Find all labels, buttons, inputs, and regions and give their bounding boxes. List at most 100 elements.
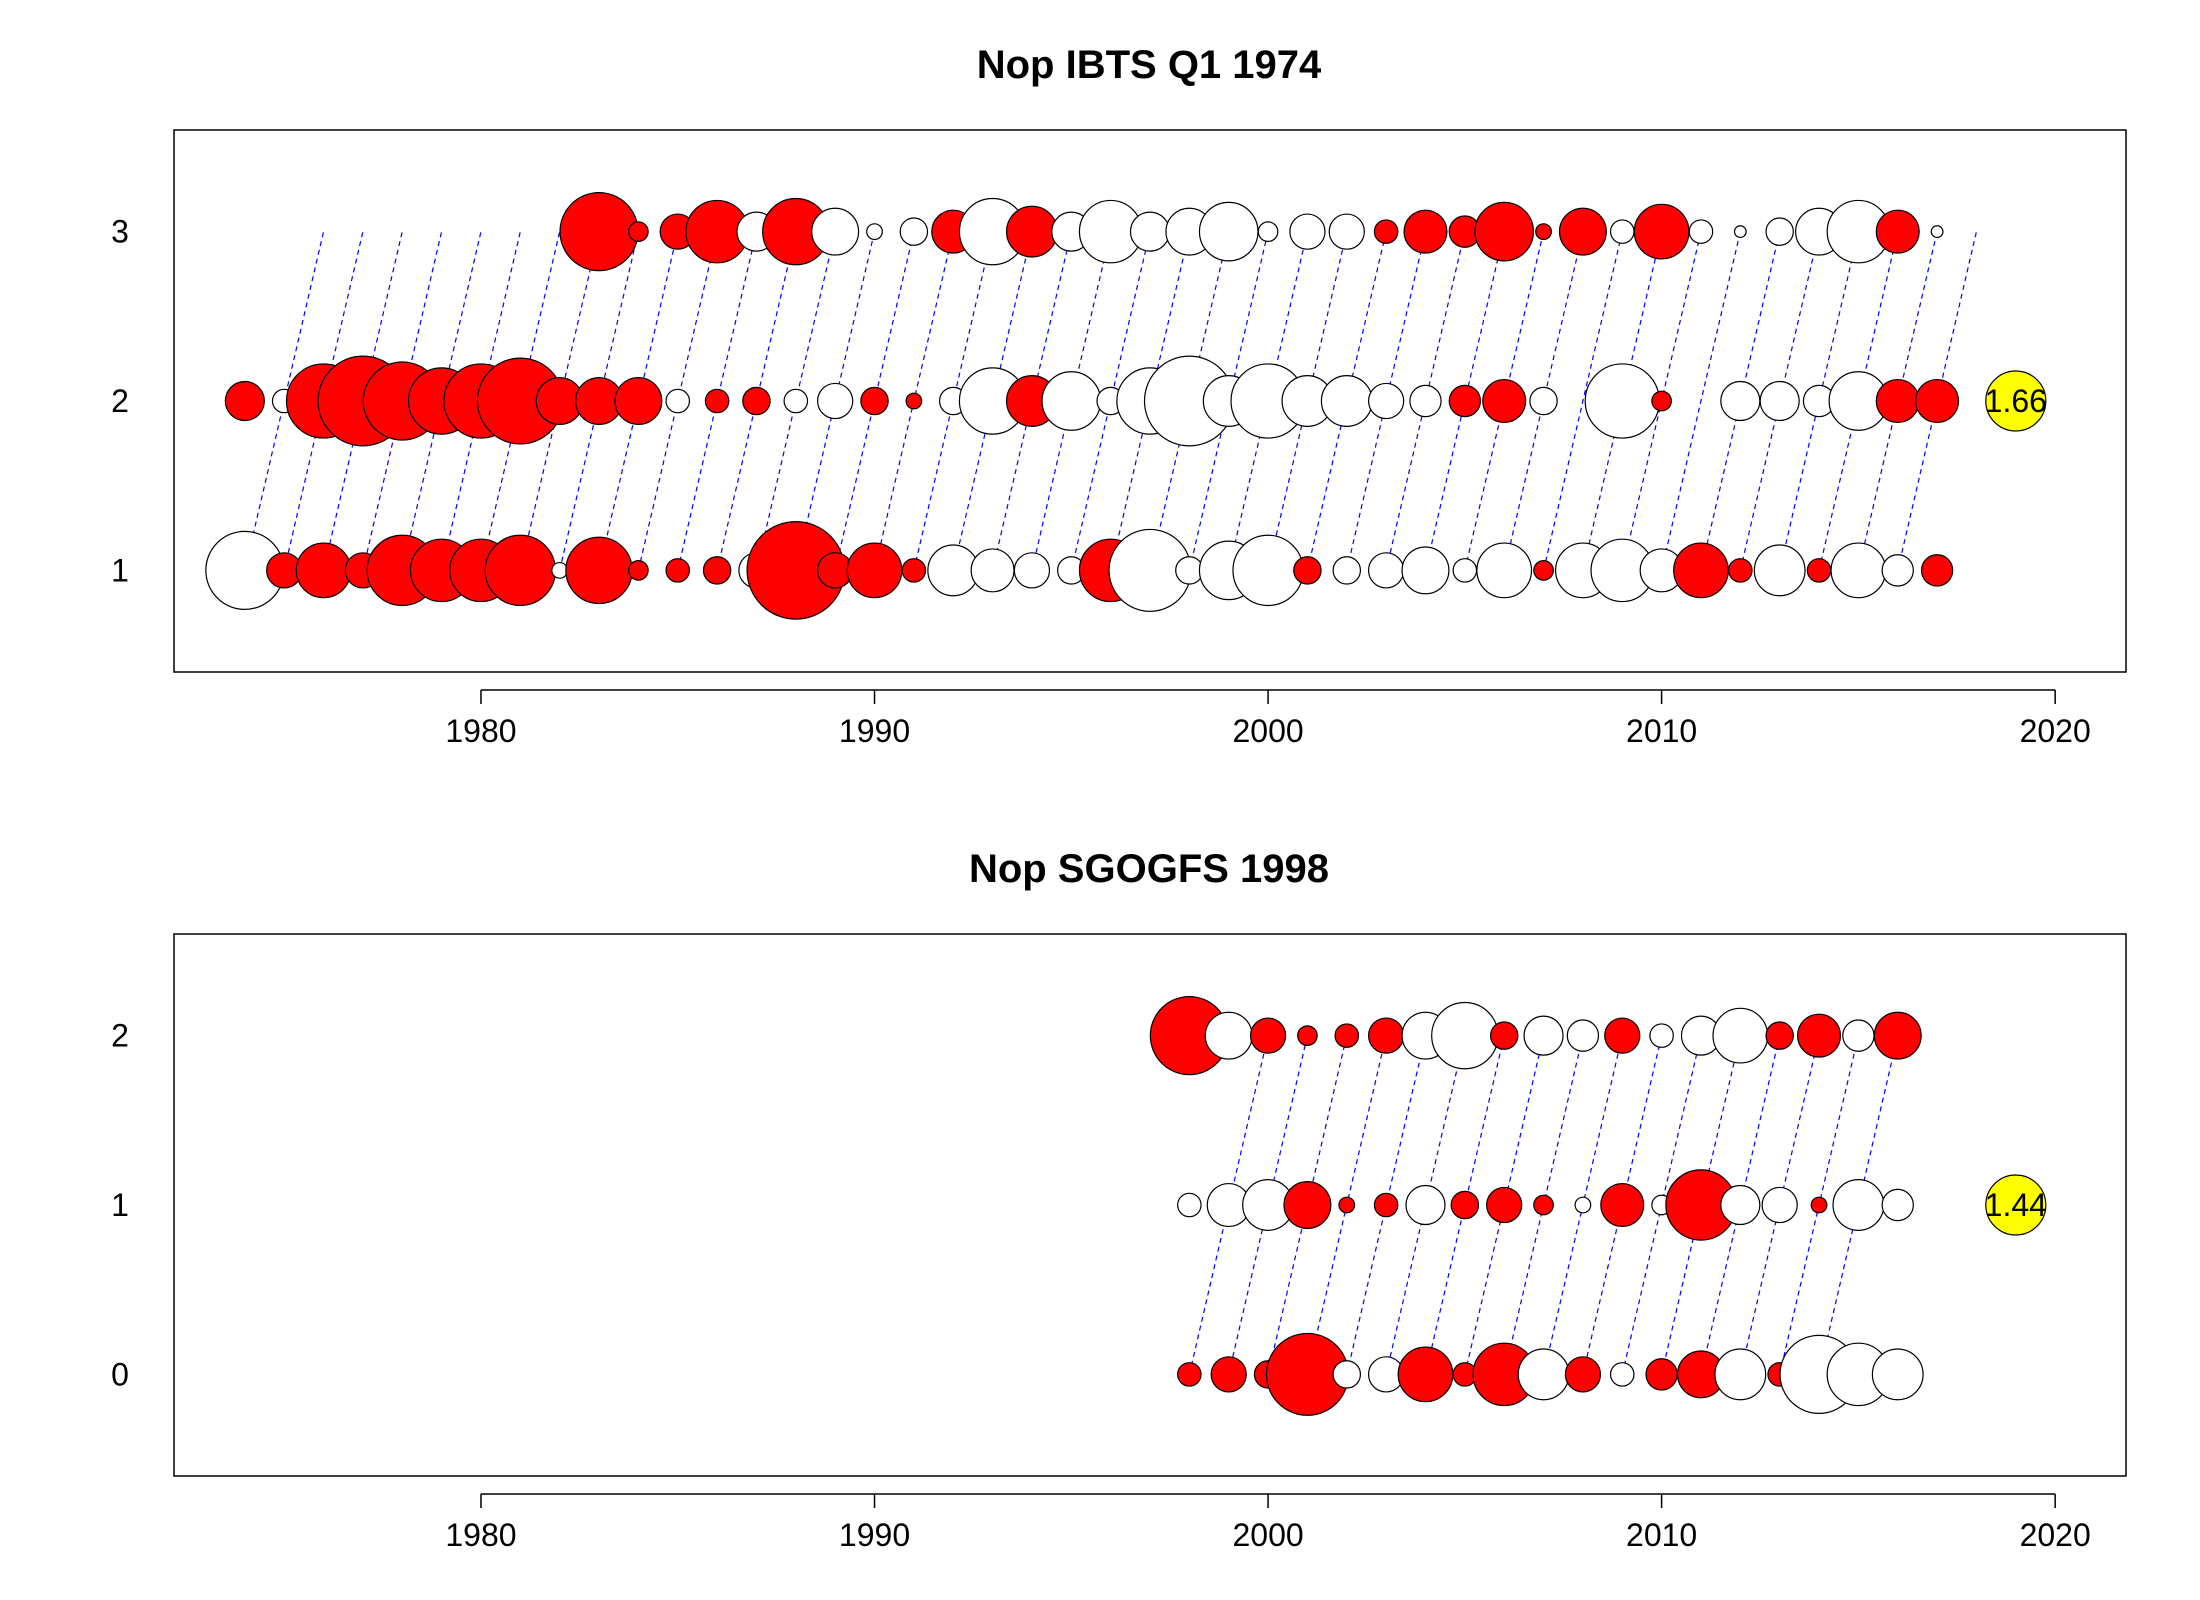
bubble-negative bbox=[1761, 1186, 1798, 1224]
bubble-negative bbox=[1257, 221, 1279, 242]
bubble-negative bbox=[1830, 542, 1887, 599]
bubble-positive bbox=[1482, 378, 1527, 424]
bubble-positive bbox=[1806, 558, 1832, 583]
y-tick-label: 1 bbox=[111, 552, 129, 588]
bubble-positive bbox=[1397, 1346, 1454, 1403]
y-tick-label: 3 bbox=[111, 214, 129, 250]
bubble-negative bbox=[899, 217, 929, 246]
bubble-positive bbox=[1367, 1017, 1405, 1054]
bubble-negative bbox=[1930, 225, 1944, 239]
bubble-negative bbox=[1198, 201, 1259, 262]
bubble-negative bbox=[1881, 1188, 1914, 1222]
x-tick-label: 2020 bbox=[2020, 1517, 2091, 1553]
bubble-positive bbox=[1486, 1186, 1523, 1224]
bubble-negative bbox=[551, 561, 569, 579]
bubble-positive bbox=[1535, 223, 1552, 241]
bubble-positive bbox=[1448, 384, 1482, 418]
x-tick-label: 2000 bbox=[1232, 713, 1303, 749]
bubble-negative bbox=[1871, 1348, 1924, 1401]
bubble-negative bbox=[1332, 556, 1362, 585]
bubble-negative bbox=[1574, 1196, 1592, 1214]
bubble-positive bbox=[1533, 560, 1554, 581]
bubble-positive bbox=[1600, 1182, 1645, 1228]
bubble-positive bbox=[702, 556, 732, 585]
bubble-positive bbox=[1283, 1180, 1332, 1229]
bubble-positive bbox=[1558, 207, 1607, 256]
bubble-positive bbox=[1920, 554, 1954, 587]
bubble-positive bbox=[1604, 1017, 1641, 1054]
bubble-positive bbox=[704, 388, 730, 414]
bubble-negative bbox=[1177, 1192, 1202, 1218]
bubble-positive bbox=[1489, 1021, 1519, 1050]
bubble-negative bbox=[1452, 558, 1478, 583]
bubble-negative bbox=[1204, 1011, 1253, 1060]
bubble-negative bbox=[1832, 1179, 1885, 1231]
bubble-negative bbox=[1765, 217, 1794, 246]
bubble-negative bbox=[783, 388, 809, 414]
bubble-positive bbox=[1875, 378, 1920, 424]
bubble-negative bbox=[1649, 1023, 1674, 1048]
bubble-negative bbox=[1712, 1007, 1769, 1064]
bubble-positive bbox=[1728, 558, 1753, 583]
bubble-negative bbox=[1328, 213, 1365, 250]
bubble-positive bbox=[1297, 1025, 1318, 1046]
chart-panel-sgogfs: Nop SGOGFS 1998 1.44 1980 1990 2000 2010 202… bbox=[111, 847, 2127, 1553]
bubble-positive bbox=[1177, 1362, 1202, 1387]
cohort-line bbox=[1542, 231, 1623, 571]
bubble-negative bbox=[1289, 213, 1326, 250]
cohort-line bbox=[1661, 231, 1741, 571]
axes: 1980 1990 2000 2010 2020 0 1 2 bbox=[111, 1018, 2091, 1553]
summary-marker bbox=[1985, 1174, 2047, 1236]
bubble-negative bbox=[1431, 1001, 1499, 1070]
bubble-negative bbox=[1584, 363, 1660, 439]
bubble-negative bbox=[1367, 382, 1405, 420]
bubble-negative bbox=[1405, 1184, 1446, 1226]
bubble-positive bbox=[1873, 1011, 1922, 1060]
x-tick-label: 1990 bbox=[839, 713, 910, 749]
bubble-negative bbox=[1529, 386, 1558, 416]
plot-frame bbox=[173, 933, 2127, 1477]
bubble-negative bbox=[1688, 219, 1714, 244]
bubble-positive bbox=[860, 386, 889, 416]
x-tick-label: 2020 bbox=[2020, 713, 2091, 749]
x-tick-label: 1980 bbox=[445, 713, 516, 749]
plot-marks: 1.66 bbox=[205, 192, 2047, 620]
bubble-positive bbox=[1533, 1194, 1554, 1216]
x-tick-label: 2000 bbox=[1232, 1517, 1303, 1553]
chart-title: Nop SGOGFS 1998 bbox=[969, 847, 1329, 891]
bubble-positive bbox=[1334, 1023, 1360, 1048]
bubble-positive bbox=[1450, 1190, 1480, 1220]
bubble-positive bbox=[1564, 1356, 1602, 1393]
plot-frame bbox=[173, 129, 2127, 673]
bubble-negative bbox=[1523, 1015, 1564, 1056]
bubble-positive bbox=[1673, 542, 1729, 599]
bubble-negative bbox=[1609, 1362, 1635, 1387]
plot-marks: 1.44 bbox=[1149, 996, 2047, 1416]
bubble-negative bbox=[1401, 546, 1450, 595]
bubble-positive bbox=[742, 386, 771, 416]
bubble-positive bbox=[1474, 201, 1535, 262]
y-tick-label: 1 bbox=[111, 1187, 129, 1223]
bubble-positive bbox=[1810, 1196, 1828, 1214]
bubble-positive bbox=[1915, 378, 1960, 424]
summary-marker bbox=[1985, 370, 2047, 432]
bubble-positive bbox=[901, 558, 927, 583]
bubble-negative bbox=[1842, 1019, 1875, 1052]
bubble-negative bbox=[1720, 1184, 1761, 1226]
bubble-positive bbox=[1765, 1021, 1794, 1050]
bubble-negative bbox=[817, 382, 854, 420]
bubble-negative bbox=[1476, 542, 1533, 599]
bubble-negative bbox=[1013, 552, 1051, 589]
bubble-positive bbox=[1373, 1192, 1399, 1218]
bubble-negative bbox=[1733, 225, 1747, 239]
bubble-negative bbox=[1714, 1348, 1767, 1401]
bubble-positive bbox=[1005, 205, 1058, 258]
x-tick-label: 2010 bbox=[1626, 1517, 1697, 1553]
bubble-positive bbox=[1373, 219, 1399, 244]
y-tick-label: 2 bbox=[111, 383, 129, 419]
y-tick-label: 0 bbox=[111, 1356, 129, 1392]
bubble-positive bbox=[665, 558, 691, 583]
bubble-negative bbox=[1409, 384, 1442, 418]
bubble-positive bbox=[628, 560, 649, 581]
